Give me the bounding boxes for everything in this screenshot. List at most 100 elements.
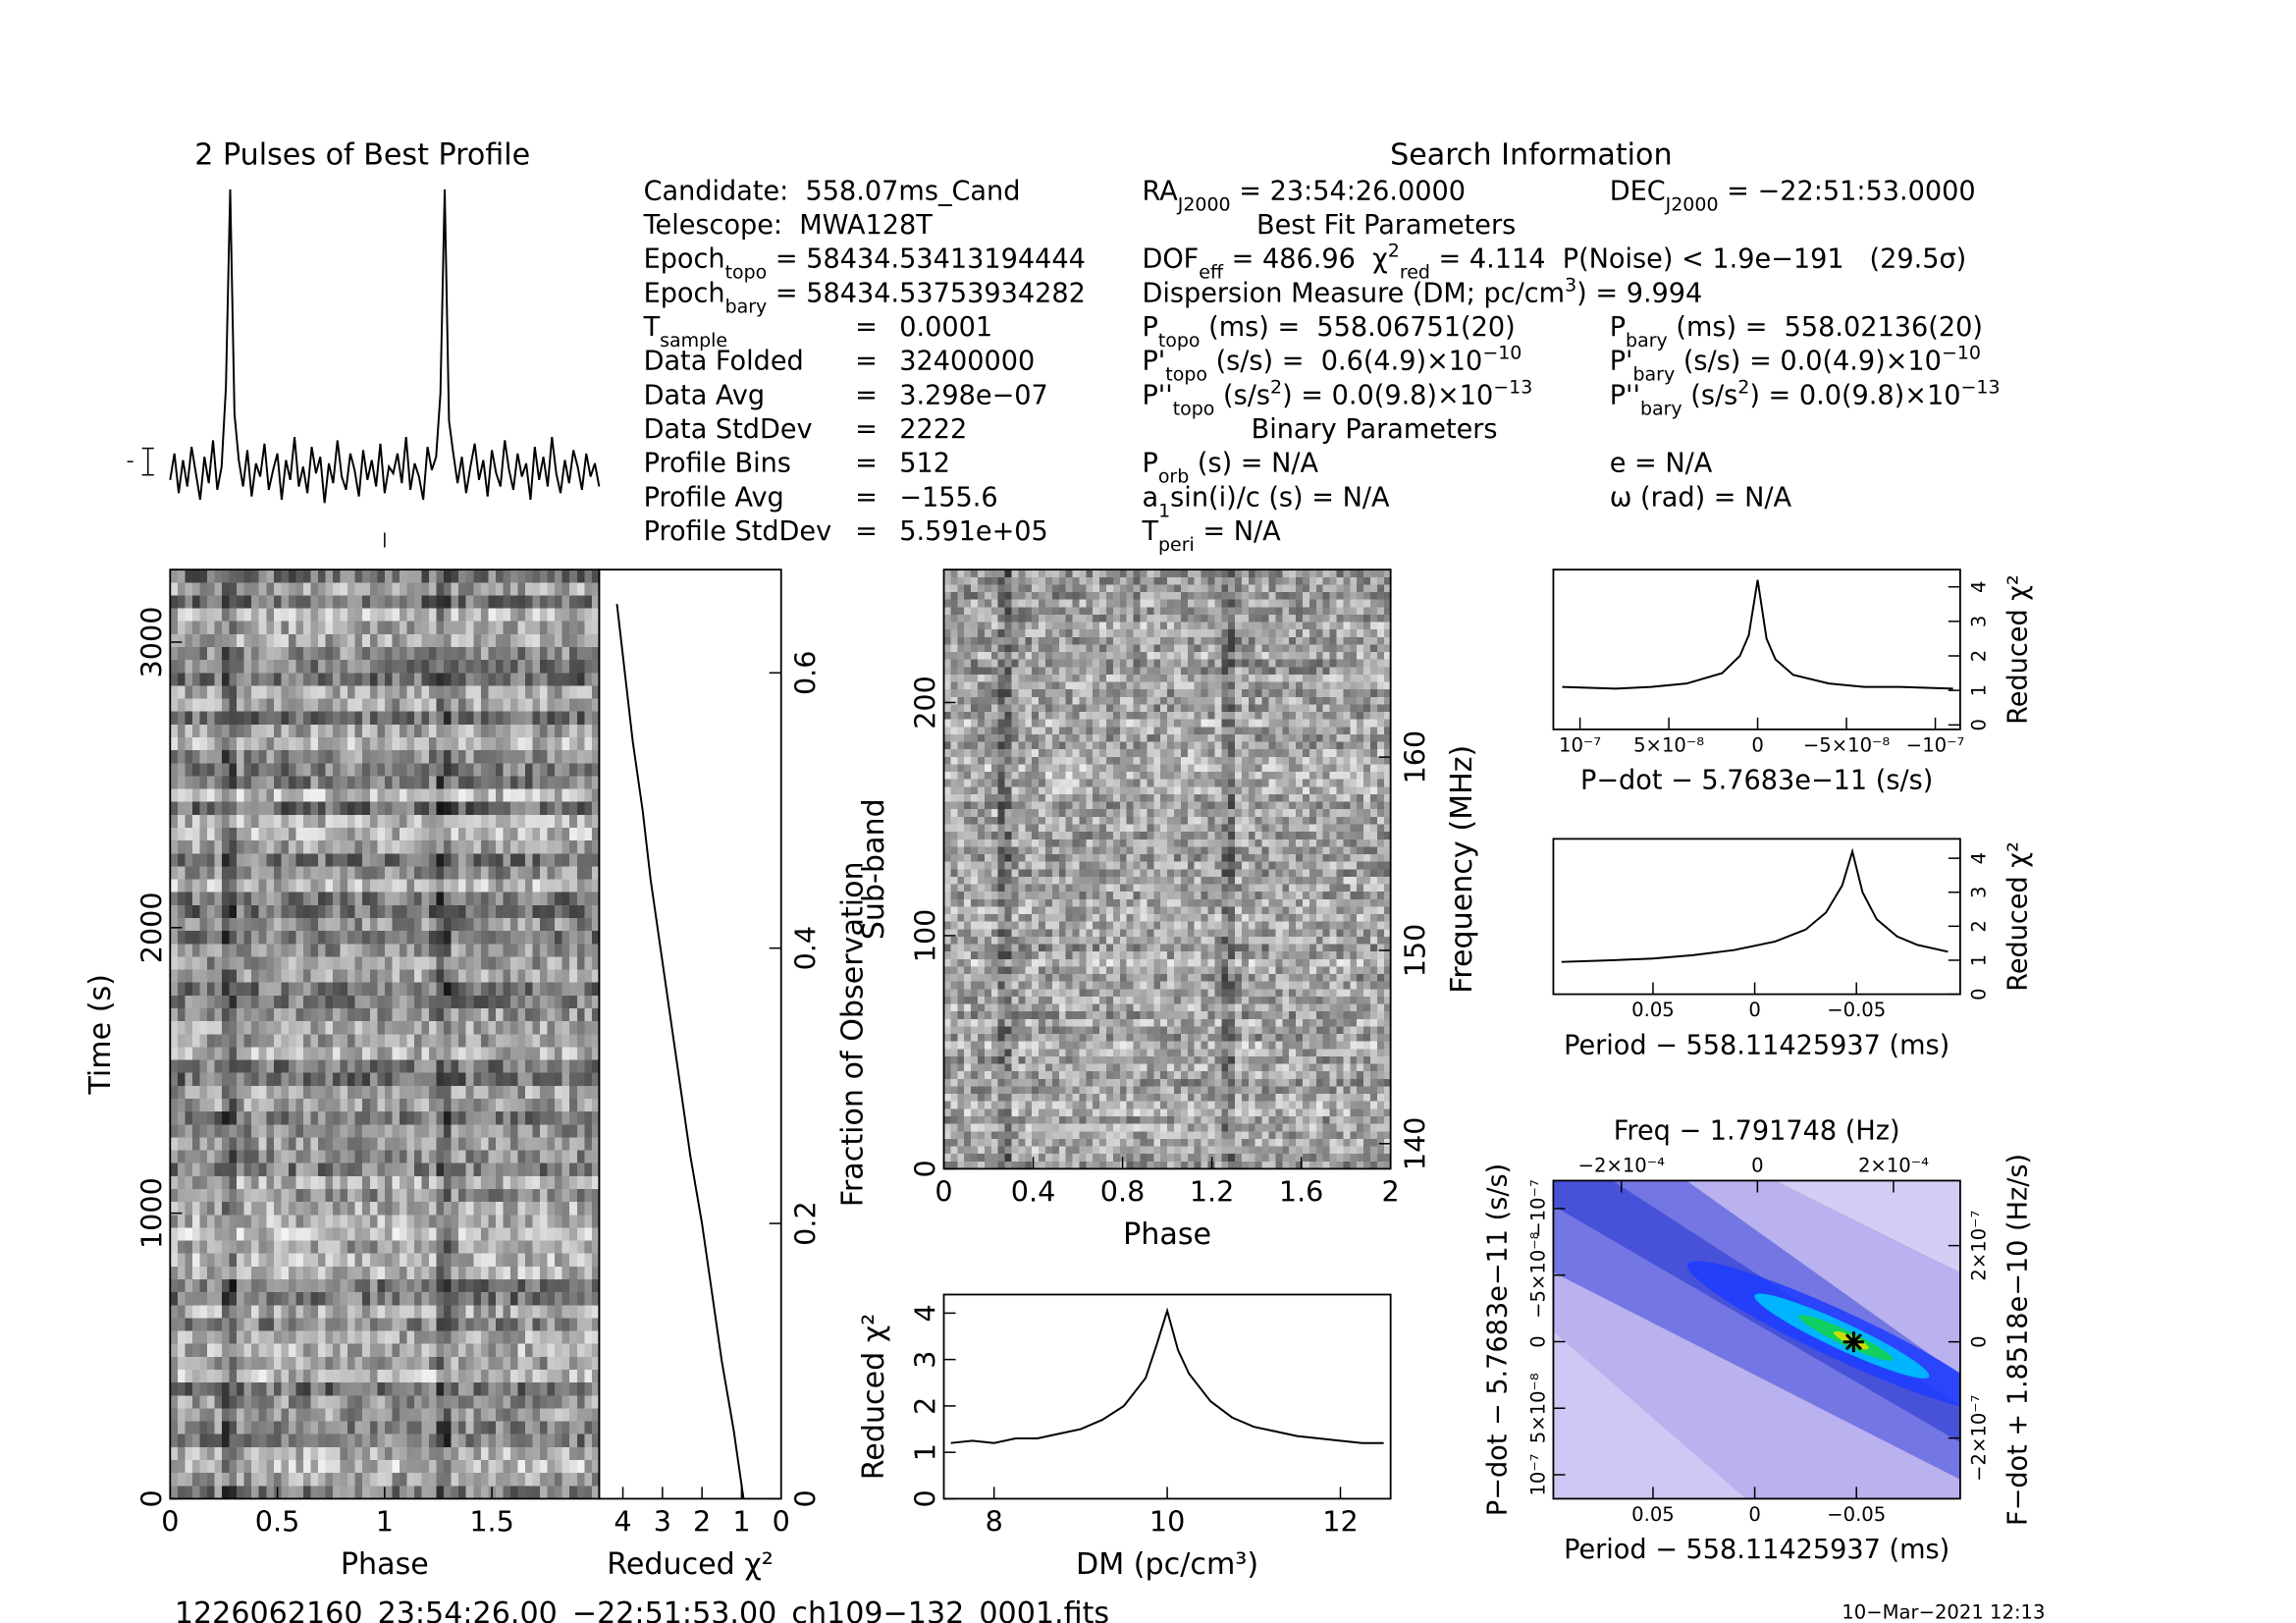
image-cell — [222, 1408, 231, 1423]
image-cell — [1086, 607, 1094, 616]
image-cell — [266, 569, 275, 583]
image-cell — [243, 801, 252, 816]
image-cell — [1039, 576, 1046, 585]
image-cell — [1058, 599, 1067, 608]
image-cell — [978, 592, 986, 601]
image-cell — [362, 1486, 371, 1499]
image-cell — [170, 1059, 179, 1074]
image-cell — [288, 853, 296, 867]
image-cell — [1376, 614, 1385, 622]
image-cell — [547, 956, 556, 971]
image-cell — [214, 1021, 223, 1035]
image-cell — [495, 1408, 504, 1423]
image-cell — [170, 1473, 179, 1487]
image-cell — [509, 1215, 518, 1228]
image-cell — [333, 879, 342, 893]
image-cell — [984, 576, 992, 585]
image-cell — [222, 1163, 231, 1177]
image-cell — [569, 1473, 578, 1487]
image-cell — [413, 1215, 422, 1228]
image-cell — [354, 1434, 363, 1448]
image-cell — [340, 1330, 348, 1345]
info-value: −155.6 — [899, 482, 997, 513]
image-cell — [1275, 607, 1283, 616]
image-cell — [1160, 599, 1168, 608]
image-cell — [561, 750, 570, 764]
image-cell — [237, 1318, 245, 1332]
image-cell — [399, 892, 407, 906]
image-cell — [243, 1395, 252, 1409]
image-cell — [540, 1292, 549, 1306]
image-cell — [1207, 599, 1215, 608]
image-cell — [310, 788, 319, 803]
image-cell — [429, 1318, 438, 1332]
image-cell — [1336, 576, 1344, 585]
image-cell — [465, 840, 474, 854]
image-cell — [288, 1318, 296, 1332]
image-cell — [517, 1356, 526, 1371]
image-cell — [444, 1278, 453, 1293]
text-part: P' — [1610, 347, 1633, 377]
image-cell — [495, 788, 504, 803]
image-cell — [392, 1318, 400, 1332]
image-cell — [451, 569, 459, 583]
image-cell — [495, 736, 504, 751]
image-cell — [1004, 569, 1012, 578]
image-cell — [206, 1188, 215, 1203]
image-cell — [281, 1072, 290, 1087]
image-cell — [185, 608, 193, 622]
image-cell — [406, 944, 415, 957]
image-cell — [451, 1356, 459, 1371]
image-cell — [584, 1059, 593, 1074]
image-cell — [569, 1330, 578, 1345]
image-cell — [421, 1007, 430, 1022]
image-cell — [325, 1266, 334, 1280]
image-cell — [547, 673, 556, 686]
image-cell — [237, 1137, 245, 1152]
image-cell — [399, 1434, 407, 1448]
image-cell — [584, 944, 593, 957]
image-cell — [503, 1421, 511, 1435]
image-cell — [488, 1356, 497, 1371]
image-cell — [369, 1318, 378, 1332]
image-cell — [451, 633, 459, 648]
image-cell — [540, 879, 549, 893]
image-cell — [177, 711, 186, 726]
subscript: red — [1400, 262, 1430, 284]
image-cell — [302, 1343, 311, 1358]
image-cell — [199, 595, 208, 610]
image-cell — [295, 1007, 304, 1022]
image-cell — [281, 776, 290, 790]
image-cell — [222, 969, 231, 984]
image-cell — [458, 736, 467, 751]
image-cell — [384, 853, 393, 867]
image-cell — [392, 633, 400, 648]
image-cell — [288, 633, 296, 648]
image-cell — [369, 995, 378, 1009]
image-cell — [310, 1047, 319, 1061]
image-cell — [318, 1382, 327, 1396]
image-cell — [399, 1188, 407, 1203]
p-pdot-image — [1553, 1180, 1960, 1499]
image-cell — [488, 724, 497, 738]
image-cell — [206, 1395, 215, 1409]
image-cell — [532, 1137, 541, 1152]
image-cell — [206, 1072, 215, 1087]
image-cell — [310, 1459, 319, 1474]
image-cell — [1363, 584, 1371, 593]
image-cell — [406, 1085, 415, 1100]
image-cell — [978, 622, 986, 630]
image-cell — [354, 1382, 363, 1396]
image-cell — [1248, 607, 1256, 616]
image-cell — [1221, 576, 1229, 585]
image-cell — [185, 763, 193, 777]
image-cell — [480, 569, 489, 583]
image-cell — [532, 1059, 541, 1074]
image-cell — [377, 1047, 386, 1061]
image-cell — [273, 646, 282, 661]
image-cell — [1004, 576, 1012, 585]
image-cell — [555, 982, 563, 997]
image-cell — [1289, 607, 1297, 616]
image-cell — [1235, 629, 1243, 638]
image-cell — [576, 879, 585, 893]
